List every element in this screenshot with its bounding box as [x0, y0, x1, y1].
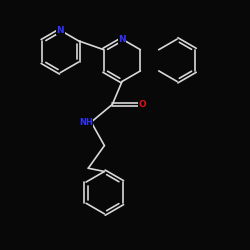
Text: O: O	[138, 100, 146, 109]
Text: N: N	[118, 34, 126, 43]
Text: NH: NH	[79, 118, 93, 126]
Text: N: N	[56, 26, 64, 35]
